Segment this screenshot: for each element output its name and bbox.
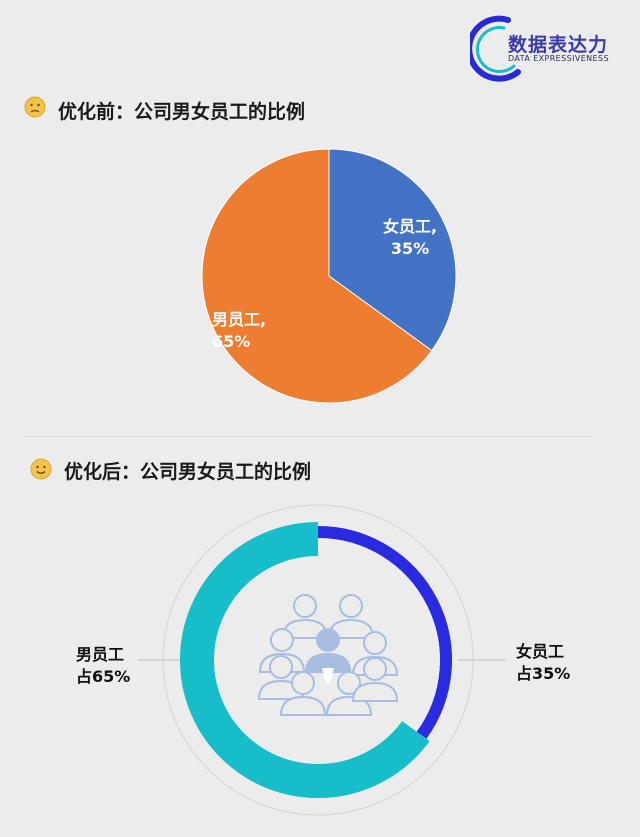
pie-slice-female (328, 148, 457, 352)
pie-label-female: 女员工, 35% (383, 216, 437, 260)
logo-subtitle: DATA EXPRESSIVENESS (508, 54, 609, 63)
donut-arc-female (317, 526, 452, 739)
people-group-icon (257, 594, 399, 716)
donut-label-male: 男员工 占65% (76, 644, 130, 688)
donut-label-female-name: 女员工 (516, 642, 565, 661)
smile-face-icon (30, 458, 52, 480)
sad-face-icon (24, 96, 46, 118)
section-divider (24, 436, 594, 437)
pie-label-male: 男员工, 65% (212, 309, 266, 353)
pie-label-male-name: 男员工, (212, 310, 267, 329)
pie-label-female-name: 女员工, (383, 217, 438, 236)
donut-label-female-value: 占35% (516, 664, 571, 683)
donut-arc-male (180, 522, 430, 798)
pie-label-male-value: 65% (212, 332, 251, 351)
pie-chart-before (201, 148, 457, 404)
donut-label-female: 女员工 占35% (516, 641, 570, 685)
brand-logo (470, 15, 521, 82)
pie-slice-male (201, 148, 433, 404)
donut-label-male-value: 占65% (76, 667, 131, 686)
donut-label-male-name: 男员工 (76, 645, 125, 664)
pie-label-female-value: 35% (390, 239, 430, 258)
section-title-before: 优化前：公司男女员工的比例 (58, 101, 306, 123)
logo-title: 数据表达力 (508, 34, 609, 56)
section-title-after: 优化后：公司男女员工的比例 (64, 461, 312, 483)
